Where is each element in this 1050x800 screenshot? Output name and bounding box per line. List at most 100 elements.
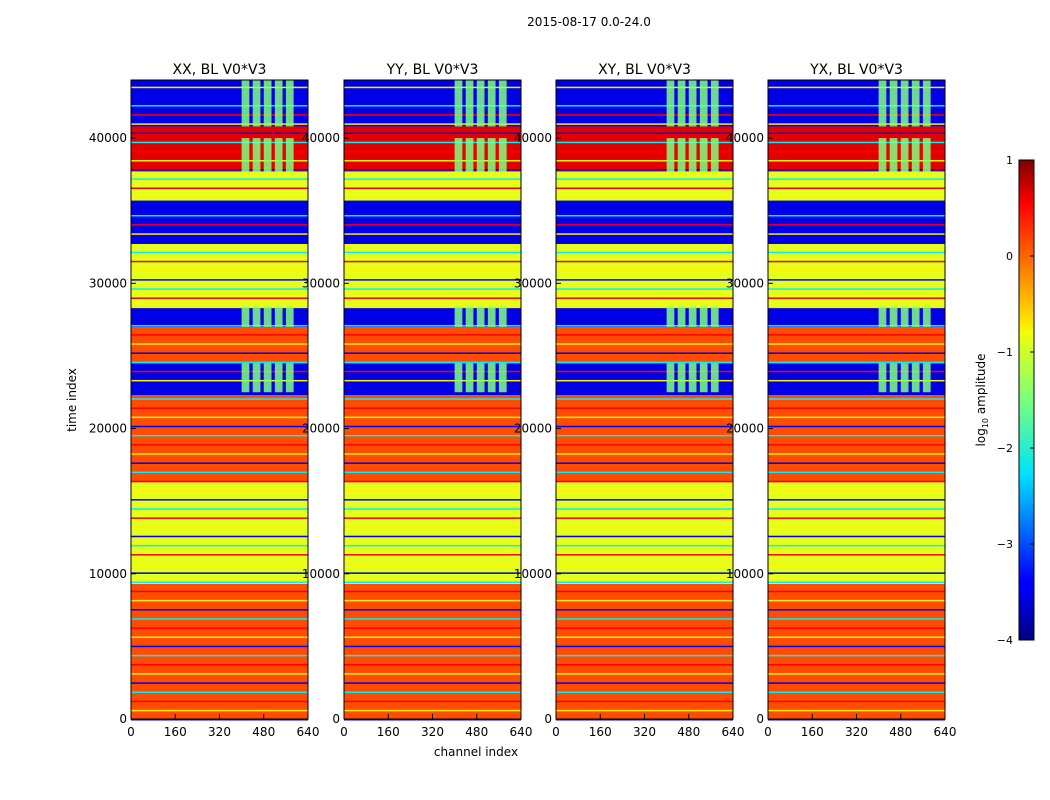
heat-streak xyxy=(131,407,308,409)
panel-title: YX, BL V0*V3 xyxy=(809,62,903,78)
heat-streak xyxy=(768,105,945,107)
heat-streak xyxy=(344,453,521,455)
heat-block xyxy=(688,138,697,172)
heat-band xyxy=(556,200,733,243)
heat-block xyxy=(677,306,686,327)
heat-streak xyxy=(131,279,308,281)
heat-block xyxy=(911,306,920,327)
heat-block xyxy=(666,363,675,393)
heat-streak xyxy=(131,95,308,98)
heat-streak xyxy=(768,581,945,584)
heat-streak xyxy=(344,205,521,208)
heat-streak xyxy=(768,508,945,510)
heat-streak xyxy=(768,645,945,648)
heat-band xyxy=(768,171,945,201)
heat-streak xyxy=(344,251,521,254)
heat-band xyxy=(556,395,733,429)
panels: XX, BL V0*V3 0 160 320 480 640 0 10000 20000 3000… xyxy=(89,62,957,739)
heat-block xyxy=(922,138,931,172)
heat-streak xyxy=(556,700,733,703)
heat-streak xyxy=(344,315,521,318)
heat-block xyxy=(688,306,697,327)
heat-block xyxy=(889,80,898,127)
heat-block xyxy=(252,138,261,172)
heat-streak xyxy=(768,343,945,345)
heat-band xyxy=(131,428,308,483)
heat-block xyxy=(263,363,272,393)
heat-block xyxy=(710,306,719,327)
heat-streak xyxy=(344,416,521,419)
heat-band xyxy=(131,200,308,243)
heat-streak xyxy=(556,141,733,144)
heat-streak xyxy=(131,489,308,492)
heat-block xyxy=(900,306,909,327)
heat-streak xyxy=(556,306,733,309)
colorbar-ticks: 1 0 −1 −2 −3 −4 xyxy=(997,154,1034,647)
heat-streak xyxy=(344,141,521,144)
heat-block xyxy=(498,306,507,327)
heat-streak xyxy=(768,627,945,629)
heat-streak xyxy=(344,279,521,281)
x-tick-label: 320 xyxy=(633,725,656,739)
heat-streak xyxy=(556,462,733,464)
colorbar-tick-label: −1 xyxy=(997,346,1013,359)
heat-streak xyxy=(344,609,521,611)
heat-streak xyxy=(131,150,308,153)
heat-streak xyxy=(768,352,945,354)
x-tick-label: 640 xyxy=(510,725,533,739)
heat-streak xyxy=(131,379,308,382)
heat-streak xyxy=(556,95,733,98)
y-tick-label: 0 xyxy=(544,712,552,726)
heat-streak xyxy=(344,306,521,309)
heat-streak xyxy=(344,691,521,694)
heat-streak xyxy=(131,636,308,639)
heat-streak xyxy=(131,499,308,501)
heat-streak xyxy=(344,123,521,125)
heat-band xyxy=(131,326,308,364)
heat-streak xyxy=(131,242,308,244)
heat-streak xyxy=(768,279,945,281)
y-tick-label: 40000 xyxy=(726,131,764,145)
heat-streak xyxy=(344,343,521,345)
heat-streak xyxy=(768,315,945,318)
heat-streak xyxy=(556,416,733,419)
heat-band xyxy=(344,200,521,243)
heat-streak xyxy=(556,114,733,116)
heat-streak xyxy=(768,269,945,272)
panel-title: XX, BL V0*V3 xyxy=(173,62,267,78)
heat-streak xyxy=(768,471,945,474)
panel-2: YY, BL V0*V3 0 160 320 480 640 0 10000 20000 3000… xyxy=(302,62,533,739)
heat-streak xyxy=(768,700,945,703)
heat-streak xyxy=(768,114,945,116)
heat-block xyxy=(878,363,887,393)
heat-streak xyxy=(344,288,521,290)
heat-streak xyxy=(768,563,945,565)
y-tick-label: 30000 xyxy=(302,276,340,290)
heat-streak xyxy=(344,297,521,299)
heat-block xyxy=(889,138,898,172)
heat-block xyxy=(498,80,507,127)
heat-band xyxy=(556,672,733,719)
heat-streak xyxy=(131,709,308,712)
heat-streak xyxy=(131,554,308,556)
heat-streak xyxy=(131,590,308,593)
heat-streak xyxy=(131,544,308,547)
heat-streak xyxy=(768,691,945,694)
heat-streak xyxy=(344,389,521,391)
colorbar-tick-label: −3 xyxy=(997,538,1013,551)
heat-streak xyxy=(768,233,945,235)
heat-streak xyxy=(556,389,733,391)
y-tick-label: 30000 xyxy=(89,276,127,290)
colorbar: 1 0 −1 −2 −3 −4 log10 amplitude xyxy=(974,154,1035,647)
heat-streak xyxy=(768,499,945,501)
y-tick-label: 40000 xyxy=(514,131,552,145)
y-tick-label: 10000 xyxy=(726,567,764,581)
heat-block xyxy=(710,363,719,393)
heat-streak xyxy=(131,187,308,189)
heat-streak xyxy=(344,187,521,189)
heat-streak xyxy=(556,434,733,437)
heat-streak xyxy=(131,700,308,703)
x-tick-label: 320 xyxy=(421,725,444,739)
heat-streak xyxy=(768,334,945,336)
